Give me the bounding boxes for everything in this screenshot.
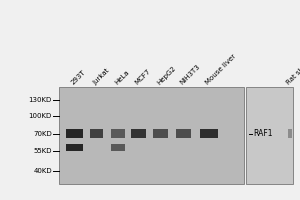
Text: 40KD: 40KD [33, 168, 52, 174]
Bar [66, 144, 83, 151]
Text: Mouse liver: Mouse liver [205, 53, 238, 86]
Text: 55KD: 55KD [33, 148, 52, 154]
Text: 130KD: 130KD [29, 97, 52, 103]
Text: HeLa: HeLa [114, 69, 130, 86]
Text: Rat skeletal muscles: Rat skeletal muscles [286, 31, 300, 86]
Text: MCF7: MCF7 [134, 68, 152, 86]
Bar [246, 87, 292, 184]
Text: 293T: 293T [70, 69, 87, 86]
Bar [111, 144, 125, 151]
Text: 70KD: 70KD [33, 131, 52, 137]
Bar [131, 129, 146, 138]
Text: Jurkat: Jurkat [92, 67, 111, 86]
Bar [153, 129, 168, 138]
Bar [111, 129, 125, 138]
Bar [58, 87, 244, 184]
Text: HepG2: HepG2 [157, 65, 178, 86]
Bar [288, 129, 292, 138]
Bar [90, 129, 103, 138]
Bar [200, 129, 218, 138]
Text: RAF1: RAF1 [253, 129, 272, 138]
Text: 100KD: 100KD [29, 113, 52, 119]
Bar [176, 129, 190, 138]
Text: NIH3T3: NIH3T3 [179, 64, 201, 86]
Bar [66, 129, 83, 138]
